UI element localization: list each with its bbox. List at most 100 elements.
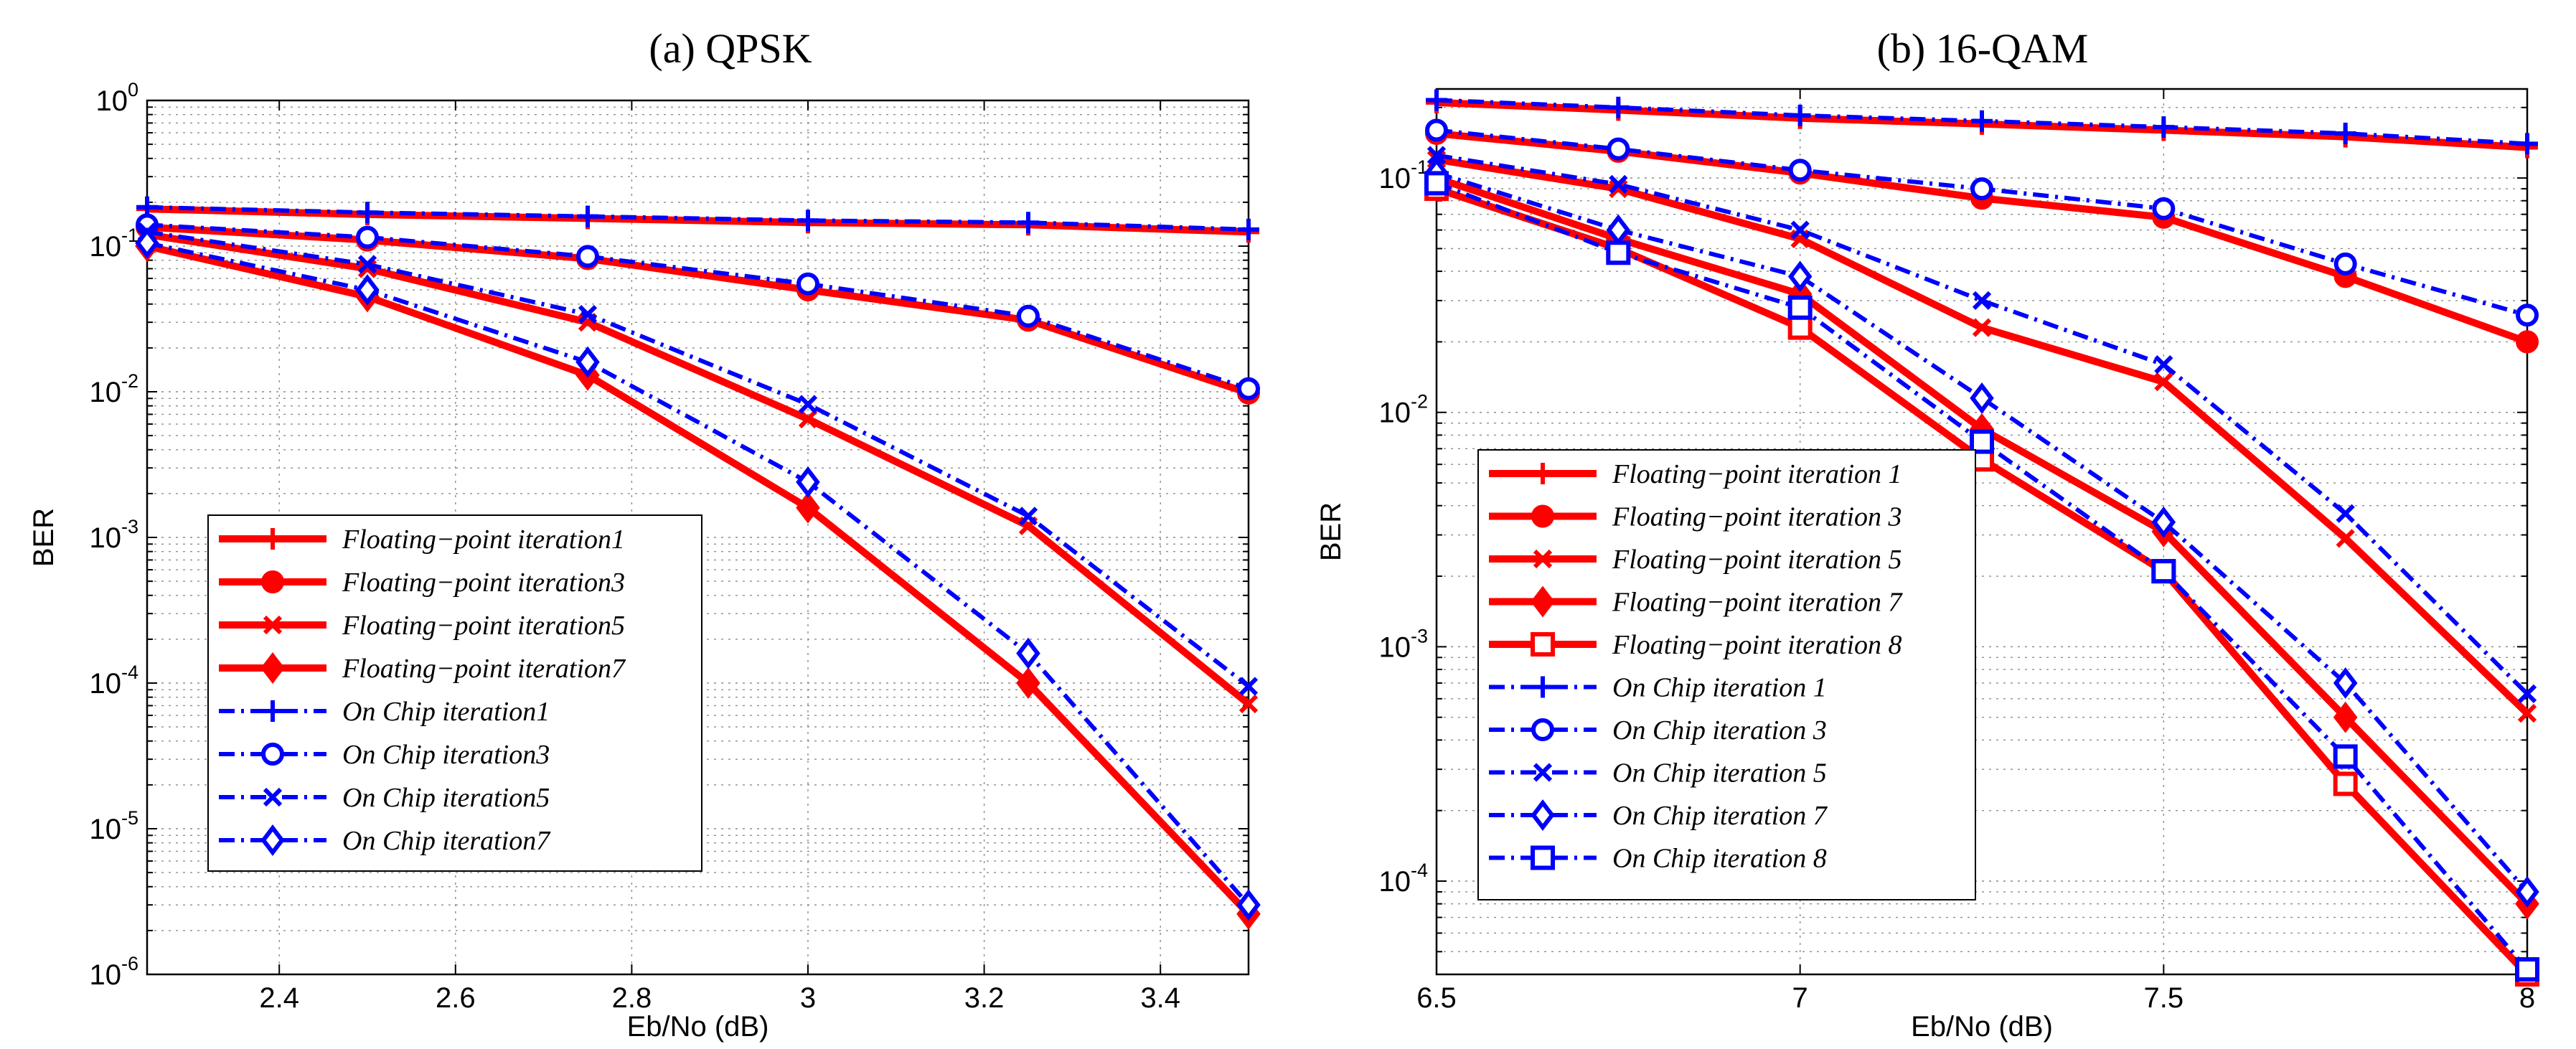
x-tick-label: 7.5 (2144, 982, 2184, 1014)
data-point (576, 245, 599, 268)
legend-marker (1531, 632, 1555, 657)
series-8 (135, 227, 1261, 921)
data-point (1237, 377, 1260, 400)
y-tick-base: 10 (95, 85, 128, 117)
series-10 (1424, 171, 2539, 982)
legend-entry: On Chip iteration1 (219, 697, 550, 727)
y-axis-label: BER (1315, 502, 1347, 561)
series-8 (1426, 146, 2537, 704)
legend-label: On Chip iteration 3 (1612, 715, 1827, 745)
y-axis-label: BER (28, 508, 60, 567)
y-tick-exponent: 0 (128, 79, 138, 100)
data-point (2333, 667, 2358, 699)
legend-entry: On Chip iteration3 (219, 740, 550, 770)
y-tick-label: 10-4 (89, 662, 138, 700)
data-point-b (798, 409, 818, 429)
data-point (1970, 177, 1993, 201)
legend-label: On Chip iteration7 (342, 826, 551, 856)
legend-label: On Chip iteration 1 (1612, 673, 1827, 703)
legend-label: On Chip iteration 7 (1612, 801, 1828, 831)
data-point (2151, 506, 2176, 538)
legend-entry: Floating−point iteration5 (219, 611, 625, 641)
data-point (2515, 876, 2539, 908)
legend-label: On Chip iteration 8 (1612, 844, 1827, 874)
legend-marker (1531, 585, 1555, 618)
y-tick-exponent: -3 (1411, 625, 1428, 646)
y-tick-label: 10-6 (89, 953, 138, 991)
y-tick-label: 10-1 (89, 225, 138, 263)
legend-label: Floating−point iteration7 (342, 654, 626, 684)
legend-entry: Floating−point iteration1 (219, 524, 625, 555)
legend-box (1477, 449, 1976, 900)
legend-entry: Floating−point iteration 5 (1489, 545, 1902, 575)
chart-panel-1: 2.4 2.6 2.8 3 3.2 3.410010-110-210-310-410-51… (28, 25, 1261, 1043)
data-point-b (1018, 507, 1038, 526)
legend: Floating−point iteration 1 Floating−point… (1477, 449, 1976, 900)
data-point (575, 346, 600, 378)
data-point (1425, 118, 1448, 142)
y-tick-label: 10-3 (1378, 625, 1428, 663)
legend-label: Floating−point iteration 5 (1612, 545, 1902, 575)
legend-label: On Chip iteration3 (342, 740, 550, 770)
y-tick-exponent: -3 (121, 516, 138, 537)
legend-label: On Chip iteration1 (342, 697, 550, 727)
legend-marker-b (1533, 763, 1553, 782)
legend-label: On Chip iteration5 (342, 783, 550, 813)
y-tick-exponent: -2 (121, 370, 138, 392)
series-line (146, 223, 1250, 397)
legend-entry: On Chip iteration 3 (1489, 715, 1827, 745)
x-tick-label: 2.8 (612, 982, 652, 1014)
y-tick-base: 10 (89, 377, 121, 408)
x-tick-label: 3.2 (964, 982, 1005, 1014)
x-tick-label: 6.5 (1416, 982, 1457, 1014)
legend-label: Floating−point iteration 7 (1612, 588, 1904, 618)
x-tick-label: 7 (1792, 982, 1808, 1014)
data-point (355, 274, 380, 306)
x-tick-label: 3 (800, 982, 816, 1014)
data-point (796, 272, 819, 296)
data-point (1970, 382, 1994, 414)
x-axis-label: Eb/No (dB) (627, 1011, 769, 1043)
data-point (2333, 744, 2358, 769)
y-tick-base: 10 (1378, 398, 1411, 429)
y-tick-base: 10 (89, 959, 121, 991)
data-point (1016, 667, 1040, 699)
x-tick-label: 2.6 (436, 982, 476, 1014)
data-point (356, 225, 379, 249)
legend-marker-b (263, 787, 283, 807)
data-point-b (578, 304, 598, 324)
legend-entry: On Chip iteration 8 (1489, 844, 1827, 874)
legend: Floating−point iteration1 Floating−point … (207, 514, 702, 872)
y-tick-label: 10-4 (1378, 860, 1428, 898)
series-line (146, 240, 1251, 907)
legend-marker (1531, 845, 1555, 870)
y-tick-exponent: -4 (121, 662, 138, 683)
data-point (1787, 295, 1813, 320)
y-tick-base: 10 (89, 522, 121, 554)
chart-title: (b) 16-QAM (1877, 25, 2089, 72)
data-point (1424, 171, 1449, 196)
data-point-b (1609, 174, 1628, 194)
data-point-b (2154, 372, 2173, 392)
data-point-b (2336, 504, 2355, 523)
legend-entry: On Chip iteration7 (219, 824, 551, 856)
series-7 (1425, 118, 2539, 327)
y-tick-label: 10-3 (89, 516, 138, 554)
chart-title: (a) QPSK (649, 25, 812, 72)
y-tick-base: 10 (1378, 866, 1411, 898)
legend-entry: On Chip iteration 1 (1489, 673, 1827, 703)
series-6 (136, 213, 1260, 400)
data-point (1236, 889, 1261, 921)
legend-entry: Floating−point iteration7 (219, 652, 626, 684)
legend-entry: On Chip iteration5 (219, 783, 550, 813)
gridlines (1436, 89, 2528, 975)
y-tick-base: 10 (1378, 163, 1411, 194)
data-point-b (1426, 146, 1447, 165)
series-line (146, 230, 1250, 688)
series-line (146, 230, 1251, 707)
data-point (135, 227, 159, 259)
data-point (796, 491, 820, 524)
data-point (1016, 637, 1040, 669)
legend-label: Floating−point iteration 1 (1612, 459, 1902, 489)
data-point-b (1972, 291, 1992, 311)
